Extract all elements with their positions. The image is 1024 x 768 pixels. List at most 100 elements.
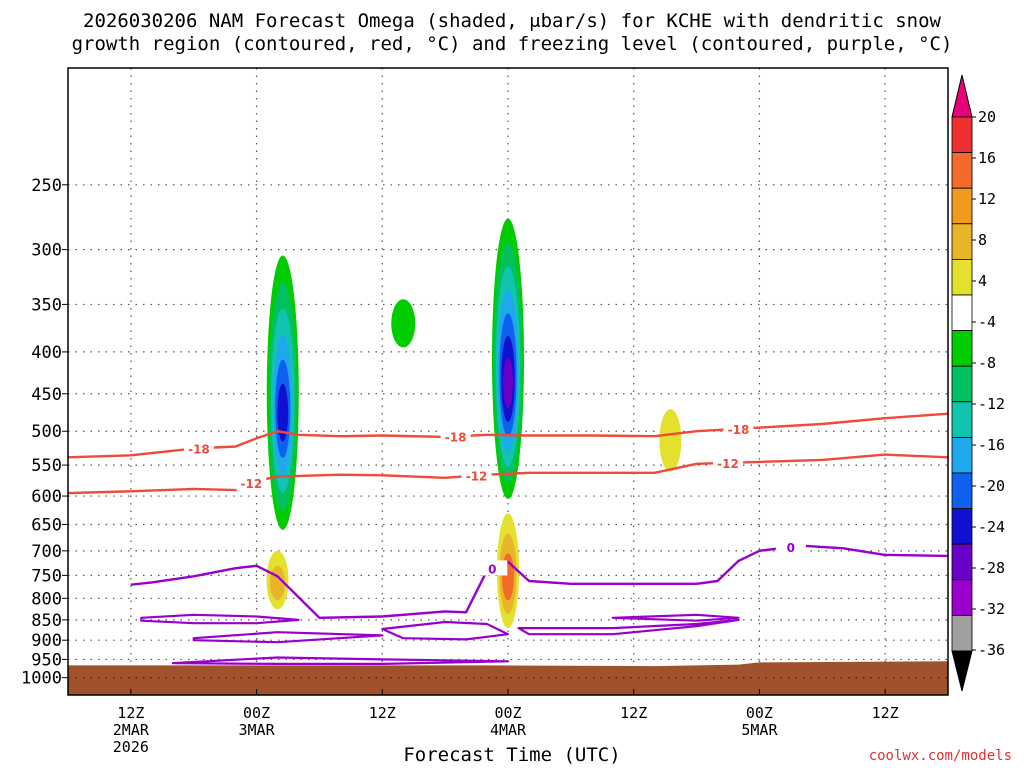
x-tick-label: 2MAR [113,721,150,739]
y-axis: 2503003504004505005506006507007508008509… [21,176,68,689]
colorbar-tick-label: -12 [978,395,1005,413]
y-tick-label: 850 [31,611,62,631]
x-tick-label: 00Z [243,704,270,722]
omega-contour-fill [659,409,682,472]
contour-label-bg [461,467,492,483]
colorbar-top-arrow [951,74,973,118]
contour-label-bg [723,420,754,436]
y-tick-label: 700 [31,542,62,562]
y-tick-label: 900 [31,631,62,651]
omega-contour-fill [503,357,513,409]
x-tick-label: 4MAR [490,721,527,739]
x-axis-label: Forecast Time (UTC) [403,744,621,766]
colorbar-tick-label: 8 [978,231,987,249]
colorbar-tick-label: -8 [978,354,996,372]
x-tick-label: 00Z [746,704,773,722]
contour-label-bg [236,475,267,491]
x-tick-label: 12Z [117,704,144,722]
omega-contour-fill [391,299,416,348]
x-tick-label: 3MAR [239,721,276,739]
contour-label-bg [713,454,743,470]
colorbar-tick-label: -36 [978,641,1005,659]
colorbar-tick-label: 20 [978,108,996,126]
x-tick-label: 2026 [113,738,149,756]
chart-title-line2: growth region (contoured, red, °C) and f… [71,33,953,55]
chart-title-line1: 2026030206 NAM Forecast Omega (shaded, μ… [83,10,941,32]
colorbar-segment [951,258,973,296]
y-tick-label: 450 [31,385,62,405]
contour-label: -12 [717,457,739,471]
omega-contour-fill [277,383,289,442]
colorbar-segment [951,508,973,545]
contour-label: -12 [466,469,488,483]
colorbar-tick-label: -20 [978,477,1005,495]
credit-text[interactable]: coolwx.com/models [868,748,1012,764]
y-tick-label: 600 [31,487,62,507]
contour-label: -18 [445,430,467,444]
colorbar-segment [951,579,973,616]
contour-label: -12 [240,477,262,491]
colorbar-segment [951,472,973,509]
contour-label-bg [440,428,471,444]
freezing-loop [517,618,740,636]
contour-label-bg [775,539,806,555]
contour-line-1 [68,453,948,495]
contour-label: -18 [188,442,210,456]
colorbar-tick-label: 4 [978,272,987,290]
colorbar-bottom-arrow [951,650,973,692]
terrain [68,661,948,695]
contour-label: -18 [728,423,750,437]
y-tick-label: 400 [31,343,62,363]
colorbar-tick-label: 12 [978,190,996,208]
y-tick-label: 750 [31,566,62,586]
y-tick-label: 300 [31,241,62,261]
colorbar-segment [951,187,973,225]
freezing-loop [381,620,510,641]
y-tick-label: 1000 [21,669,62,689]
y-tick-label: 550 [31,456,62,476]
colorbar-segment [951,401,973,438]
contour-label: 0 [787,541,795,555]
colorbar-tick-label: -32 [978,600,1005,618]
y-tick-label: 500 [31,422,62,442]
colorbar-segment [951,223,973,260]
colorbar-tick-label: -4 [978,313,996,331]
freezing-loop [140,613,300,625]
colorbar-segment [951,116,973,153]
terrain-fill [68,661,948,695]
y-tick-label: 950 [31,650,62,670]
omega-contour-fill [502,553,514,601]
contour-line-2 [130,544,948,619]
colorbar-segment [951,294,973,331]
freezing-loop [171,656,510,665]
omega-shading [266,218,682,629]
x-tick-label: 00Z [494,704,521,722]
colorbar: 20 16 12 8 4 -4 -8 -12 -16 -20 -24 -28 -32 -36 [951,74,1005,692]
colorbar-tick-label: -16 [978,436,1005,454]
y-tick-label: 650 [31,515,62,535]
colorbar-segment [951,615,973,652]
y-tick-label: 250 [31,176,62,196]
colorbar-segment [951,543,973,581]
colorbar-tick-label: 16 [978,149,996,167]
colorbar-segment [951,365,973,403]
y-tick-label: 350 [31,295,62,315]
x-tick-label: 12Z [872,704,899,722]
x-tick-label: 12Z [620,704,647,722]
contour-label-bg [477,560,508,576]
colorbar-tick-label: -28 [978,559,1005,577]
freezing-loop [192,631,384,644]
x-tick-label: 5MAR [741,721,778,739]
contour-label: 0 [488,562,496,576]
x-tick-label: 12Z [369,704,396,722]
colorbar-tick-label: -24 [978,518,1005,536]
contour-lines: -18 -18 -18 -12 -12 -12 0 0 [68,412,948,665]
contour-label-bg [183,440,214,456]
y-tick-label: 800 [31,589,62,609]
colorbar-segment [951,330,973,367]
colorbar-segment [951,436,973,474]
colorbar-segment [951,152,973,189]
freezing-loop [611,613,740,622]
